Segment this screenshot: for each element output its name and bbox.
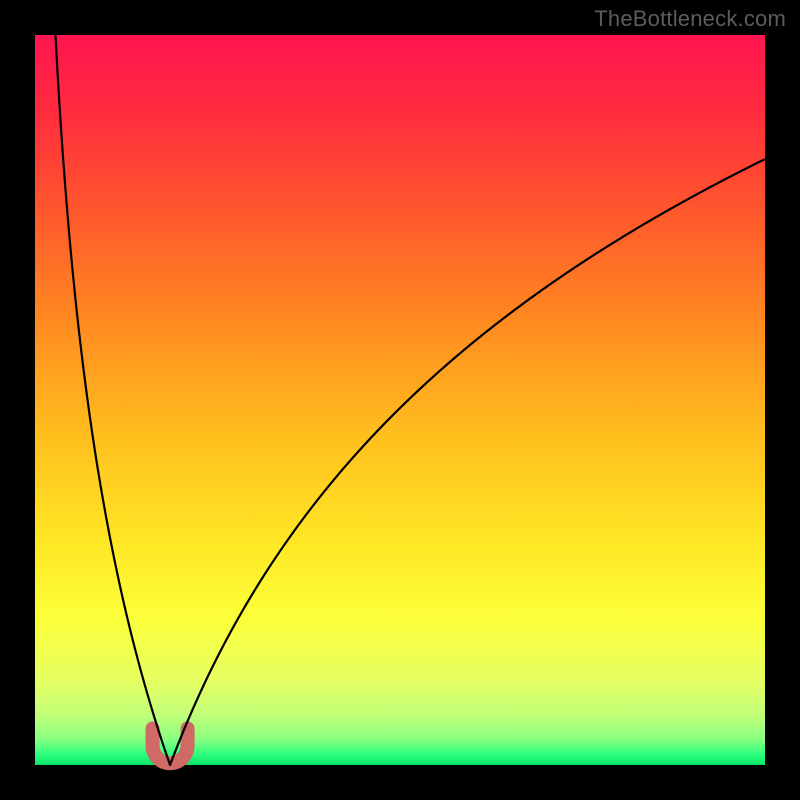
- chart-svg: [0, 0, 800, 800]
- stage: TheBottleneck.com: [0, 0, 800, 800]
- plot-background-gradient: [35, 35, 765, 765]
